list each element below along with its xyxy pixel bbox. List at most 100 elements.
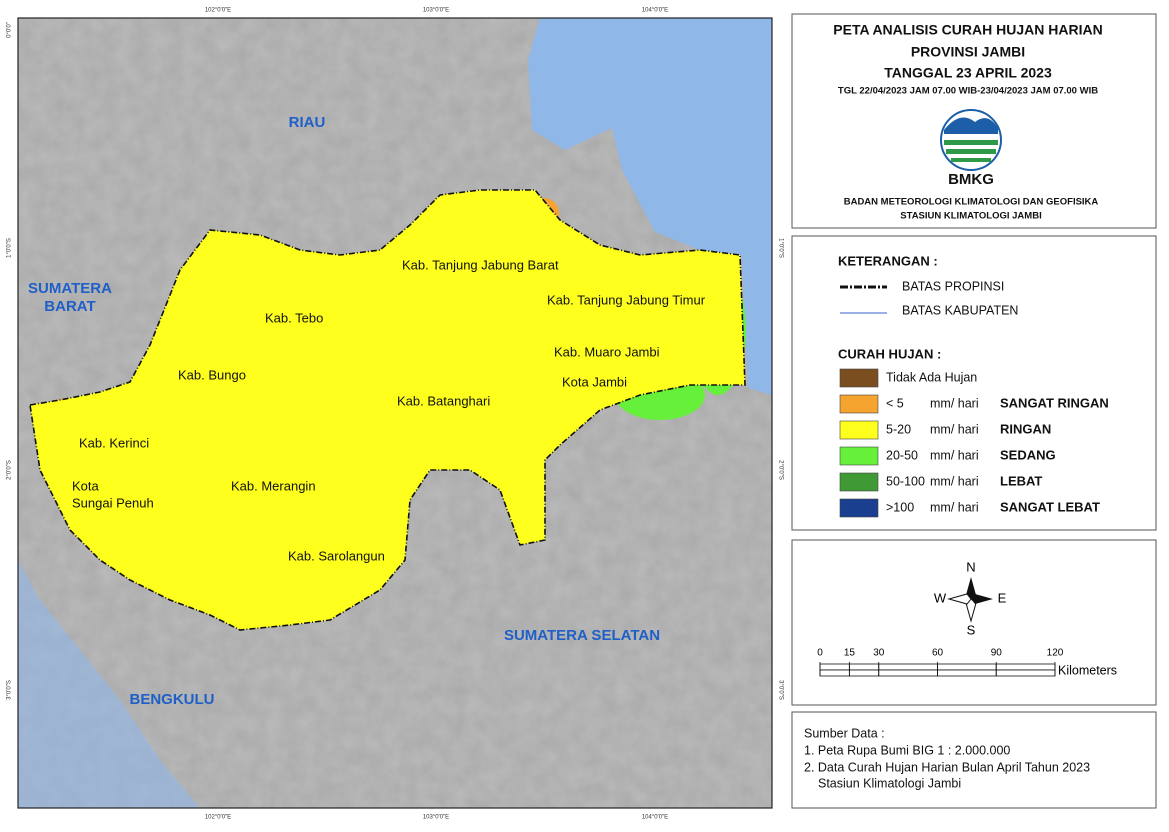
scale-segment bbox=[819, 669, 850, 677]
legend-label: BATAS KABUPATEN bbox=[902, 303, 1018, 317]
compass-arrow bbox=[971, 594, 993, 604]
scale-tick-label: 60 bbox=[932, 648, 944, 659]
compass-label: E bbox=[998, 590, 1007, 605]
title: TANGGAL 23 APRIL 2023 bbox=[884, 65, 1052, 81]
district-label: Kab. Muaro Jambi bbox=[554, 344, 660, 359]
scale-segment bbox=[848, 669, 880, 677]
scale-tick-label: 120 bbox=[1047, 648, 1064, 659]
class-range: 5-20 bbox=[886, 422, 911, 436]
scale-segment bbox=[937, 669, 997, 677]
lat-label: 0°0'0" bbox=[7, 22, 13, 38]
region-label: RIAU bbox=[289, 114, 326, 131]
rain-classes: Tidak Ada Hujan < 5 mm/ hari SANGAT RINGAN 5… bbox=[839, 368, 1109, 518]
lon-label: 103°0'0"E bbox=[423, 8, 449, 14]
source-item: 2. Data Curah Hujan Harian Bulan April T… bbox=[804, 760, 1090, 774]
lon-label: 103°0'0"E bbox=[423, 815, 449, 821]
scale-segment bbox=[848, 663, 880, 671]
scale-segment bbox=[878, 669, 938, 677]
graticule-labels: 102°0'0"E 103°0'0"E 104°0'0"E 102°0'0"E … bbox=[7, 8, 784, 821]
scale-tick-label: 90 bbox=[991, 648, 1003, 659]
class-unit: mm/ hari bbox=[930, 448, 979, 462]
class-swatch bbox=[839, 420, 879, 440]
scale-tick-label: 30 bbox=[873, 648, 885, 659]
class-range: 20-50 bbox=[886, 448, 918, 462]
lat-label: 1°0'0"S bbox=[777, 238, 783, 258]
class-range: < 5 bbox=[886, 396, 904, 410]
class-swatch bbox=[839, 446, 879, 466]
scale-segment bbox=[995, 663, 1056, 671]
compass-label: W bbox=[934, 590, 947, 605]
sea bbox=[18, 560, 200, 808]
scale-tick-label: 0 bbox=[817, 648, 823, 659]
sea bbox=[528, 18, 772, 395]
class-swatch bbox=[839, 472, 879, 492]
district-label: Kab. Tanjung Jabung Barat bbox=[402, 257, 559, 272]
logo-shape bbox=[944, 140, 998, 145]
class-swatch bbox=[839, 368, 879, 388]
lon-label: 102°0'0"E bbox=[205, 815, 231, 821]
district-label: Kab. Bungo bbox=[178, 367, 246, 382]
class-range: >100 bbox=[886, 500, 914, 514]
class-range: Tidak Ada Hujan bbox=[886, 370, 977, 384]
title: PETA ANALISIS CURAH HUJAN HARIAN bbox=[833, 22, 1102, 38]
class-category: SEDANG bbox=[1000, 447, 1056, 462]
lon-label: 104°0'0"E bbox=[642, 815, 668, 821]
agency: STASIUN KLIMATOLOGI JAMBI bbox=[900, 211, 1041, 222]
district-label: Kota bbox=[72, 478, 100, 493]
class-unit: mm/ hari bbox=[930, 422, 979, 436]
lat-label: 3°0'0"S bbox=[777, 680, 783, 700]
logo-shape bbox=[946, 149, 996, 154]
compass-arrow bbox=[966, 577, 976, 599]
class-range: 50-100 bbox=[886, 474, 925, 488]
source-item: Stasiun Klimatologi Jambi bbox=[818, 776, 961, 790]
class-unit: mm/ hari bbox=[930, 500, 979, 514]
region-label: BARAT bbox=[44, 298, 95, 315]
class-swatch bbox=[839, 394, 879, 414]
lat-label: 3°0'0"S bbox=[7, 680, 13, 700]
logo-shape bbox=[944, 117, 998, 134]
lon-label: 102°0'0"E bbox=[205, 8, 231, 14]
scale-segment bbox=[819, 663, 850, 671]
legend-subtitle: CURAH HUJAN : bbox=[838, 346, 941, 361]
bmkg-logo: BMKG bbox=[940, 109, 1002, 188]
compass-label: N bbox=[966, 559, 975, 574]
district-label: Kab. Sarolangun bbox=[288, 548, 385, 563]
scale-segment bbox=[995, 669, 1056, 677]
logo-text: BMKG bbox=[948, 171, 994, 188]
class-category: LEBAT bbox=[1000, 473, 1042, 488]
district-label: Kab. Kerinci bbox=[79, 435, 149, 450]
class-unit: mm/ hari bbox=[930, 474, 979, 488]
class-unit: mm/ hari bbox=[930, 396, 979, 410]
scale-segment bbox=[878, 663, 938, 671]
district-label: Kab. Merangin bbox=[231, 478, 316, 493]
class-category: RINGAN bbox=[1000, 421, 1051, 436]
class-category: SANGAT RINGAN bbox=[1000, 395, 1109, 410]
district-label: Kab. Batanghari bbox=[397, 393, 490, 408]
source-box bbox=[791, 711, 1157, 809]
district-label: Kota Jambi bbox=[562, 374, 627, 389]
scale-tick-label: 15 bbox=[844, 648, 856, 659]
source-item: 1. Peta Rupa Bumi BIG 1 : 2.000.000 bbox=[804, 743, 1010, 757]
map: RIAU SUMATERA BARAT SUMATERA SELATAN BEN… bbox=[18, 18, 772, 808]
legend-title: KETERANGAN : bbox=[838, 253, 938, 268]
map-frame bbox=[17, 17, 773, 809]
period: TGL 22/04/2023 JAM 07.00 WIB-23/04/2023 … bbox=[838, 86, 1098, 97]
legend-label: BATAS PROPINSI bbox=[902, 279, 1004, 293]
compass-label: S bbox=[967, 622, 976, 637]
agency: BADAN METEOROLOGI KLIMATOLOGI DAN GEOFIS… bbox=[844, 197, 1099, 208]
title: PROVINSI JAMBI bbox=[911, 44, 1025, 60]
district-label: Kab. Tanjung Jabung Timur bbox=[547, 292, 706, 307]
lat-label: 2°0'0"S bbox=[777, 460, 783, 480]
district-label: Kab. Tebo bbox=[265, 310, 323, 325]
scale-segment bbox=[937, 663, 997, 671]
lat-label: 2°0'0"S bbox=[7, 460, 13, 480]
scale-unit: Kilometers bbox=[1058, 663, 1117, 677]
class-swatch bbox=[839, 498, 879, 518]
lat-label: 1°0'0"S bbox=[7, 238, 13, 258]
logo-shape bbox=[951, 158, 991, 162]
compass: N S W E bbox=[934, 559, 1007, 637]
region-label: SUMATERA SELATAN bbox=[504, 627, 660, 644]
lon-label: 104°0'0"E bbox=[642, 8, 668, 14]
source-title: Sumber Data : bbox=[804, 726, 885, 740]
